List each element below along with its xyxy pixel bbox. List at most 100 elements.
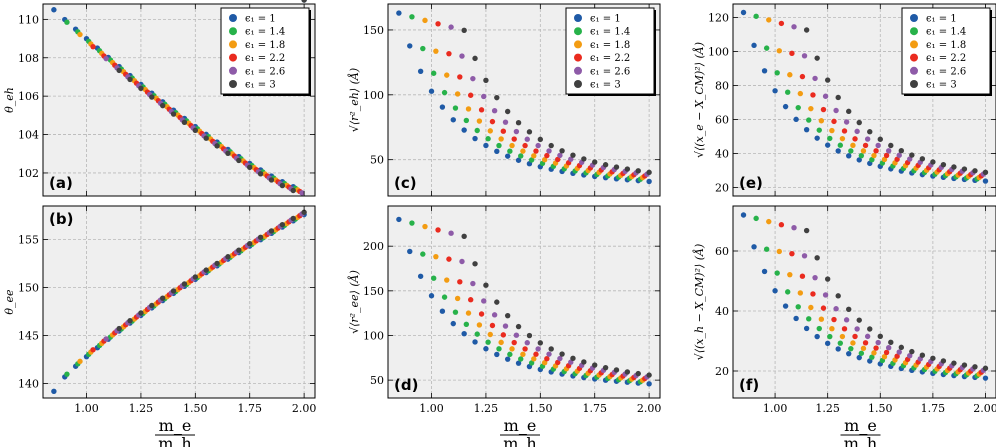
data-point <box>776 248 782 255</box>
data-point <box>862 142 869 149</box>
data-point <box>531 153 537 159</box>
y-tick-label: 50 <box>370 154 384 167</box>
y-tick-label: 106 <box>18 90 39 103</box>
data-point <box>896 349 902 355</box>
series-3 <box>435 21 648 179</box>
data-point <box>485 339 491 345</box>
data-point <box>820 106 827 113</box>
data-point <box>803 325 810 332</box>
y-tick-label: 102 <box>18 167 39 180</box>
legend-marker <box>229 80 237 88</box>
data-point <box>409 220 415 226</box>
data-point <box>843 119 850 125</box>
data-point <box>116 67 122 74</box>
data-point <box>546 351 552 357</box>
series-4 <box>791 24 987 177</box>
plot-background <box>43 206 315 398</box>
data-point <box>753 13 759 19</box>
data-point <box>766 17 772 23</box>
y-tick-label: 145 <box>18 330 39 343</box>
data-point <box>555 359 561 366</box>
data-point <box>559 351 565 357</box>
legend-marker <box>574 53 582 62</box>
data-point <box>827 135 833 142</box>
data-point <box>290 187 296 194</box>
data-point <box>867 326 873 332</box>
legend-label: ϵ₁ = 2.2 <box>590 53 630 64</box>
data-point <box>90 43 96 50</box>
series-5 <box>803 27 989 175</box>
data-point <box>452 105 459 111</box>
data-point <box>435 227 441 233</box>
data-point <box>257 234 264 240</box>
legend-label: ϵ₁ = 1.8 <box>926 40 966 51</box>
data-point <box>613 164 620 170</box>
data-point <box>498 136 504 142</box>
data-point <box>461 330 467 337</box>
legend-box <box>565 7 655 95</box>
y-tick-label: 155 <box>18 234 39 247</box>
data-point <box>824 77 831 83</box>
data-point <box>919 352 926 358</box>
data-point <box>602 364 609 371</box>
data-point <box>763 246 770 252</box>
y-tick-label: 100 <box>363 89 384 102</box>
legend-marker <box>229 27 237 36</box>
data-point <box>461 127 467 133</box>
data-point <box>450 320 456 327</box>
data-point <box>494 299 500 305</box>
data-point <box>159 295 166 301</box>
legend-marker <box>574 80 582 88</box>
data-point <box>524 136 530 142</box>
data-point <box>513 128 520 135</box>
data-point <box>814 135 820 141</box>
data-point <box>396 216 402 223</box>
data-point <box>827 333 833 340</box>
data-point <box>877 136 883 142</box>
data-point <box>531 356 537 362</box>
data-point <box>537 136 544 143</box>
y-tick-label: 50 <box>370 374 384 387</box>
data-point <box>557 152 563 159</box>
data-point <box>839 135 846 142</box>
data-point <box>867 129 873 135</box>
data-point <box>816 325 822 332</box>
legend-label: ϵ₁ = 1.4 <box>926 27 966 38</box>
data-point <box>909 348 915 355</box>
data-point <box>940 358 947 364</box>
data-point <box>930 159 936 165</box>
data-point <box>518 153 524 159</box>
data-point <box>496 346 502 352</box>
data-point <box>869 354 875 360</box>
legend-marker <box>910 53 918 62</box>
data-point <box>446 256 452 262</box>
x-tick-label: 2.00 <box>973 402 996 415</box>
data-point <box>822 93 829 99</box>
y-tick-label: 100 <box>708 46 729 59</box>
data-point <box>181 119 188 125</box>
series-2 <box>766 218 982 377</box>
data-point <box>522 142 528 149</box>
legend-marker <box>910 66 918 75</box>
x-axis-labels: m_em_hm_em_hm_em_h <box>155 416 881 447</box>
series-5 <box>461 233 652 378</box>
data-point <box>444 277 450 283</box>
data-point <box>461 233 467 240</box>
data-point <box>485 136 491 142</box>
data-point <box>481 93 487 100</box>
data-point <box>824 142 831 148</box>
data-point <box>279 182 286 189</box>
data-point <box>646 169 652 176</box>
data-point <box>568 156 574 162</box>
y-axis-label: √⟨r²_eh⟩ (Å) <box>347 68 361 132</box>
data-point <box>535 142 541 149</box>
data-point <box>835 293 841 299</box>
data-point <box>972 364 978 370</box>
data-point <box>448 24 454 30</box>
data-point <box>149 302 155 309</box>
data-point <box>481 298 487 304</box>
data-point <box>795 304 801 310</box>
y-tick-label: 150 <box>363 24 384 37</box>
plot-frame <box>732 205 996 399</box>
data-point <box>557 355 563 362</box>
